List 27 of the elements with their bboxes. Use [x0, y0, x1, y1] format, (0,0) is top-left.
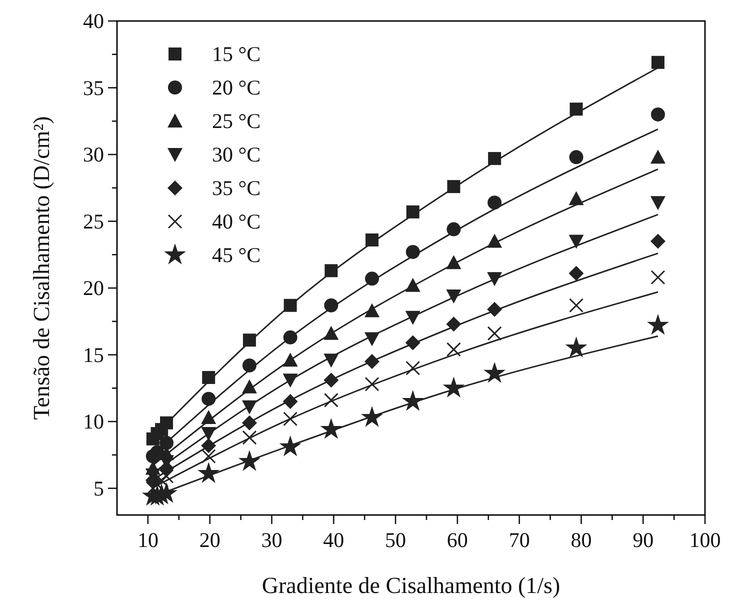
x-tick-label: 70: [508, 528, 530, 552]
y-tick-label: 10: [83, 410, 104, 434]
legend-label: 25 °C: [212, 109, 261, 133]
legend-label: 45 °C: [212, 243, 261, 267]
x-tick-label: 90: [632, 528, 654, 552]
x-tick-label: 30: [261, 528, 282, 552]
x-tick-label: 20: [199, 528, 220, 552]
legend-label: 15 °C: [212, 42, 261, 66]
x-tick-label: 80: [570, 528, 592, 552]
x-tick-label: 40: [323, 528, 344, 552]
legend-label: 35 °C: [212, 176, 261, 200]
legend-label: 30 °C: [212, 142, 261, 166]
y-axis-title: Tensão de Cisalhamento (D/cm²): [29, 116, 54, 420]
y-tick-label: 25: [83, 209, 104, 234]
x-axis-title: Gradiente de Cisalhamento (1/s): [262, 573, 560, 598]
x-tick-label: 60: [446, 528, 468, 552]
y-tick-label: 20: [83, 276, 104, 300]
y-tick-label: 40: [83, 9, 104, 33]
x-tick-label: 10: [137, 528, 158, 552]
y-tick-label: 5: [94, 476, 104, 500]
y-tick-label: 35: [83, 76, 104, 100]
y-tick-label: 15: [83, 342, 104, 367]
legend-label: 40 °C: [212, 210, 261, 234]
x-tick-label: 50: [385, 528, 406, 552]
legend-label: 20 °C: [212, 76, 261, 100]
x-tick-label: 100: [689, 528, 721, 552]
y-tick-label: 30: [83, 142, 104, 167]
